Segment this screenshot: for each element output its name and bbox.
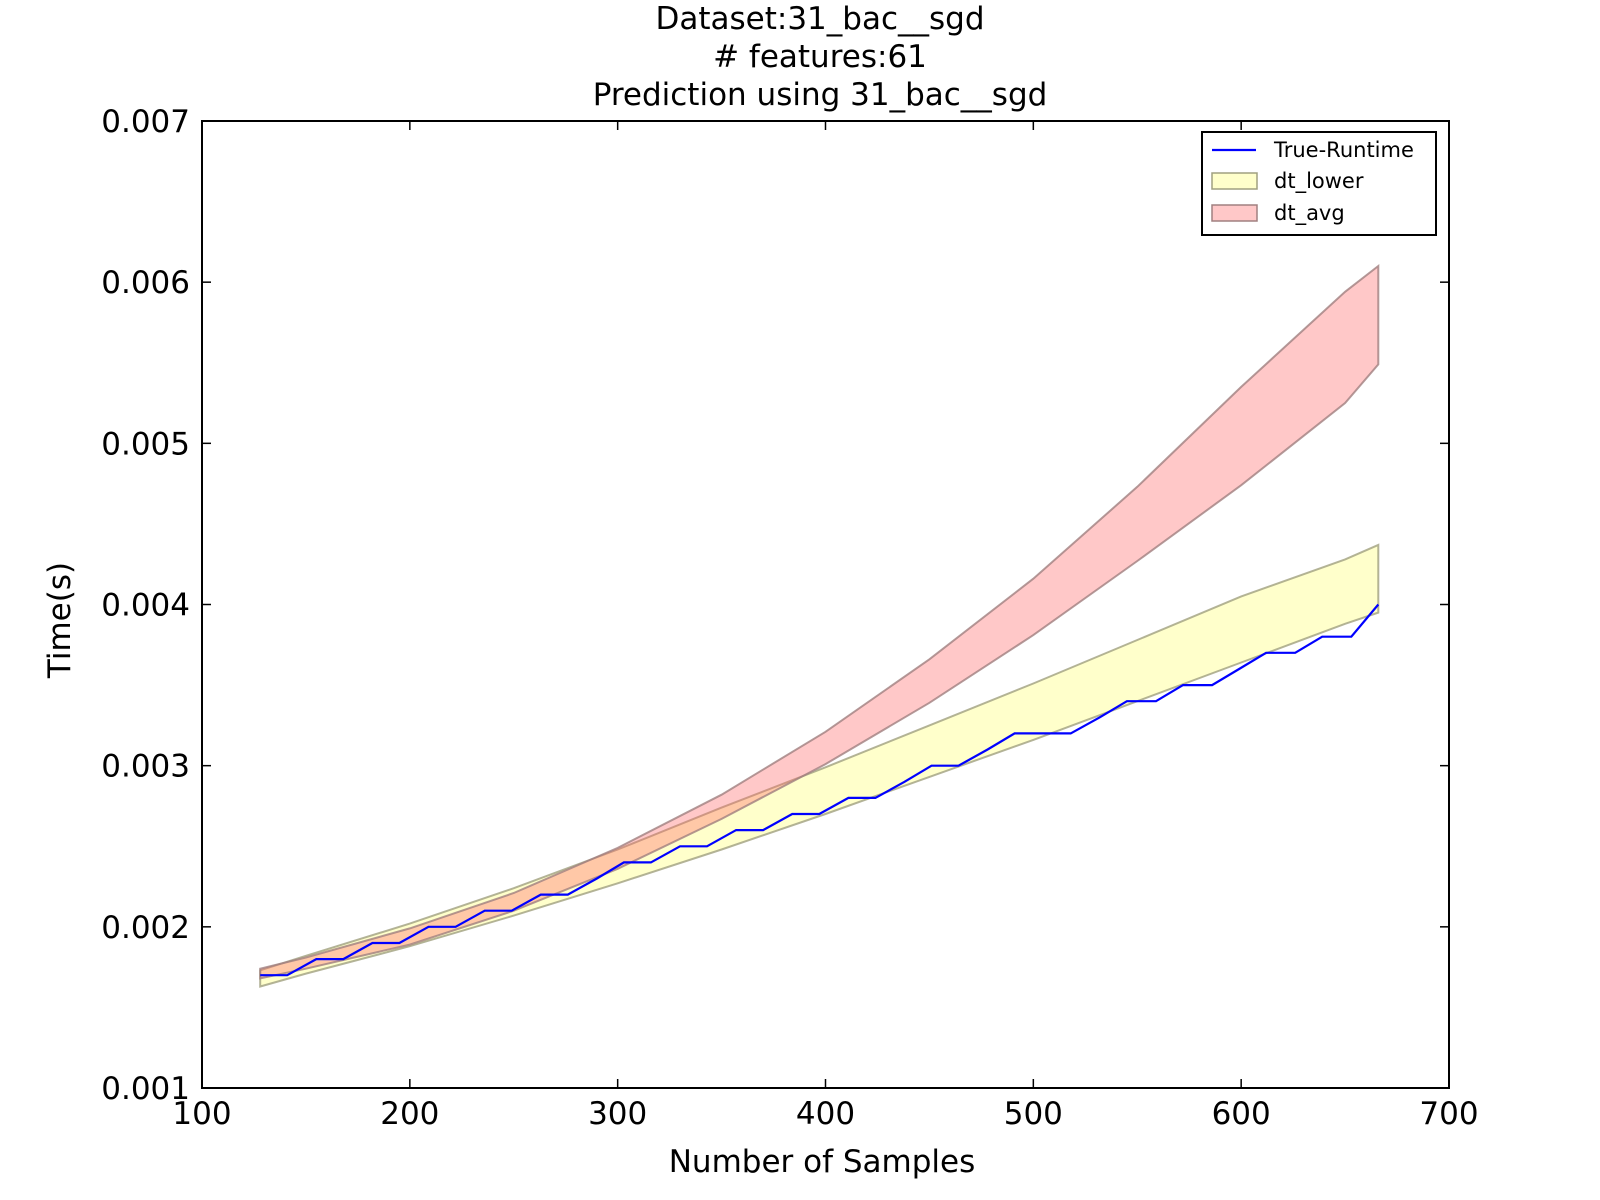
y-tick-label-5: 0.006 — [101, 265, 190, 301]
x-tick-label-0: 100 — [172, 1096, 231, 1132]
band-dt-avg — [259, 263, 1380, 980]
legend: True-Runtime dt_lower dt_avg — [1201, 131, 1437, 236]
y-tick-label-0: 0.001 — [101, 1071, 190, 1107]
x-tick-label-2: 300 — [588, 1096, 647, 1132]
legend-label-true-runtime: True-Runtime — [1273, 138, 1414, 162]
y-axis-label: Time(s) — [42, 562, 78, 679]
y-tick-label-6: 0.007 — [101, 104, 190, 140]
chart-title-line-3: Prediction using 31_bac__sgd — [593, 77, 1048, 113]
legend-label-dt-avg: dt_avg — [1274, 201, 1345, 226]
x-axis: 100 200 300 400 500 600 700 — [172, 121, 1479, 1132]
x-tick-label-6: 700 — [1419, 1096, 1478, 1132]
plot-area — [259, 263, 1380, 988]
x-axis-label: Number of Samples — [669, 1144, 976, 1180]
x-tick-label-1: 200 — [380, 1096, 439, 1132]
chart-title-line-1: Dataset:31_bac__sgd — [655, 1, 984, 37]
y-tick-label-2: 0.003 — [101, 749, 190, 785]
series-line-true-runtime — [260, 603, 1380, 977]
y-axis: 0.001 0.002 0.003 0.004 0.005 0.006 0.007 — [101, 104, 1449, 1107]
legend-label-dt-lower: dt_lower — [1274, 169, 1364, 194]
x-tick-label-3: 400 — [796, 1096, 855, 1132]
y-tick-label-1: 0.002 — [101, 910, 190, 946]
x-tick-label-4: 500 — [1004, 1096, 1063, 1132]
legend-swatch-dt-lower — [1211, 172, 1258, 190]
x-tick-label-5: 600 — [1212, 1096, 1271, 1132]
y-tick-label-3: 0.004 — [101, 588, 190, 624]
y-tick-label-4: 0.005 — [101, 426, 190, 462]
legend-swatch-dt-avg — [1211, 204, 1258, 222]
chart-title-line-2: # features:61 — [713, 39, 927, 75]
